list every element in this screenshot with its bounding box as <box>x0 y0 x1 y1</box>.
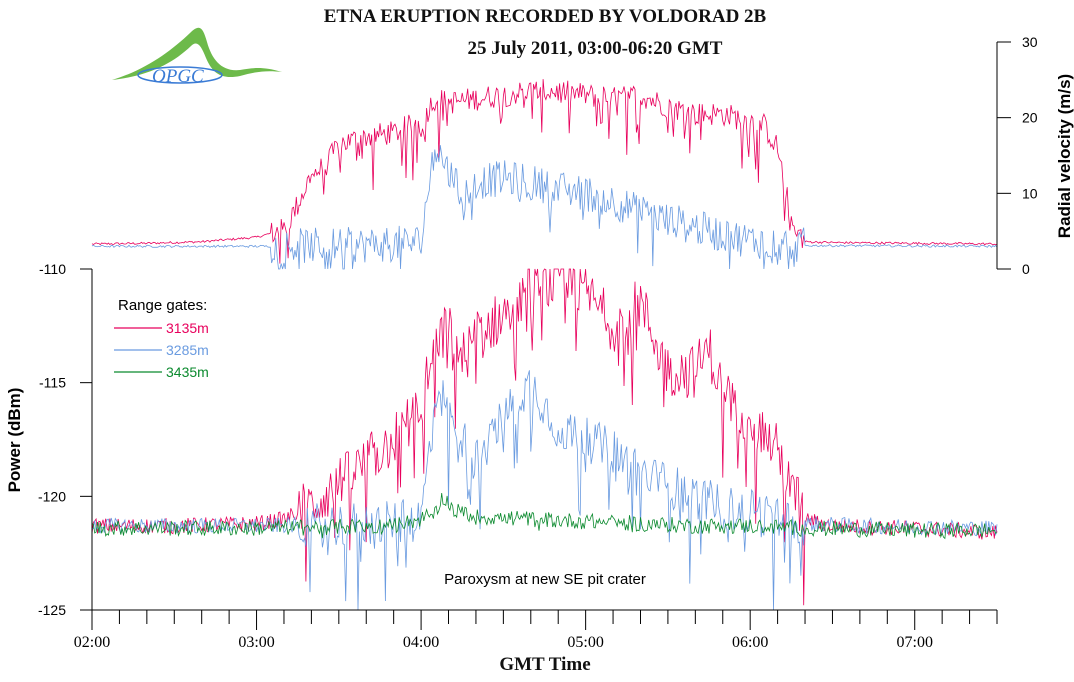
legend-label-3285m: 3285m <box>166 342 209 358</box>
time-tick-label: 02:00 <box>74 634 110 651</box>
velocity-tick-label: 20 <box>1022 110 1038 126</box>
power-panel: -125 -120 -115 -110 02:00 03:00 04:00 05:00 06:… <box>5 261 998 675</box>
legend-title: Range gates: <box>118 297 207 314</box>
power-tick-label: -125 <box>38 602 66 618</box>
power-tick-label: -115 <box>39 375 66 391</box>
power-tick-label: -110 <box>39 261 66 277</box>
time-tick-label: 03:00 <box>238 634 274 651</box>
annotation-paroxysm: Paroxysm at new SE pit crater <box>444 571 646 588</box>
chart-subtitle: 25 July 2011, 03:00-06:20 GMT <box>468 38 723 59</box>
velocity-series-3285m <box>91 145 998 270</box>
logo-text: OPGC <box>152 66 204 87</box>
velocity-series-3135m <box>91 79 998 264</box>
time-tick-label: 04:00 <box>403 634 439 651</box>
chart-title: ETNA ERUPTION RECORDED BY VOLDORAD 2B <box>324 6 767 27</box>
legend-label-3435m: 3435m <box>166 364 209 380</box>
time-axis-label: GMT Time <box>499 654 590 675</box>
power-series-3435m <box>91 492 998 540</box>
time-tick-label: 05:00 <box>567 634 603 651</box>
power-axis-label: Power (dBm) <box>5 388 24 493</box>
velocity-tick-label: 0 <box>1022 261 1030 277</box>
legend: Range gates: 3135m 3285m 3435m <box>114 297 209 380</box>
legend-label-3135m: 3135m <box>166 320 209 336</box>
velocity-axis-label: Radial velocity (m/s) <box>1055 74 1074 238</box>
power-series-3135m <box>91 268 998 606</box>
logo-ring <box>137 66 223 84</box>
radial-velocity-panel: 0 10 20 30 Radial velocity (m/s) <box>91 34 1074 277</box>
velocity-tick-label: 30 <box>1022 34 1038 50</box>
power-tick-label: -120 <box>38 488 66 504</box>
opgc-logo: OPGC <box>112 27 282 87</box>
velocity-tick-label: 10 <box>1022 185 1038 201</box>
power-series-3285m <box>91 370 998 611</box>
time-tick-label: 06:00 <box>732 634 768 651</box>
time-tick-label: 07:00 <box>897 634 933 651</box>
logo-mountain-swoosh <box>112 27 282 80</box>
